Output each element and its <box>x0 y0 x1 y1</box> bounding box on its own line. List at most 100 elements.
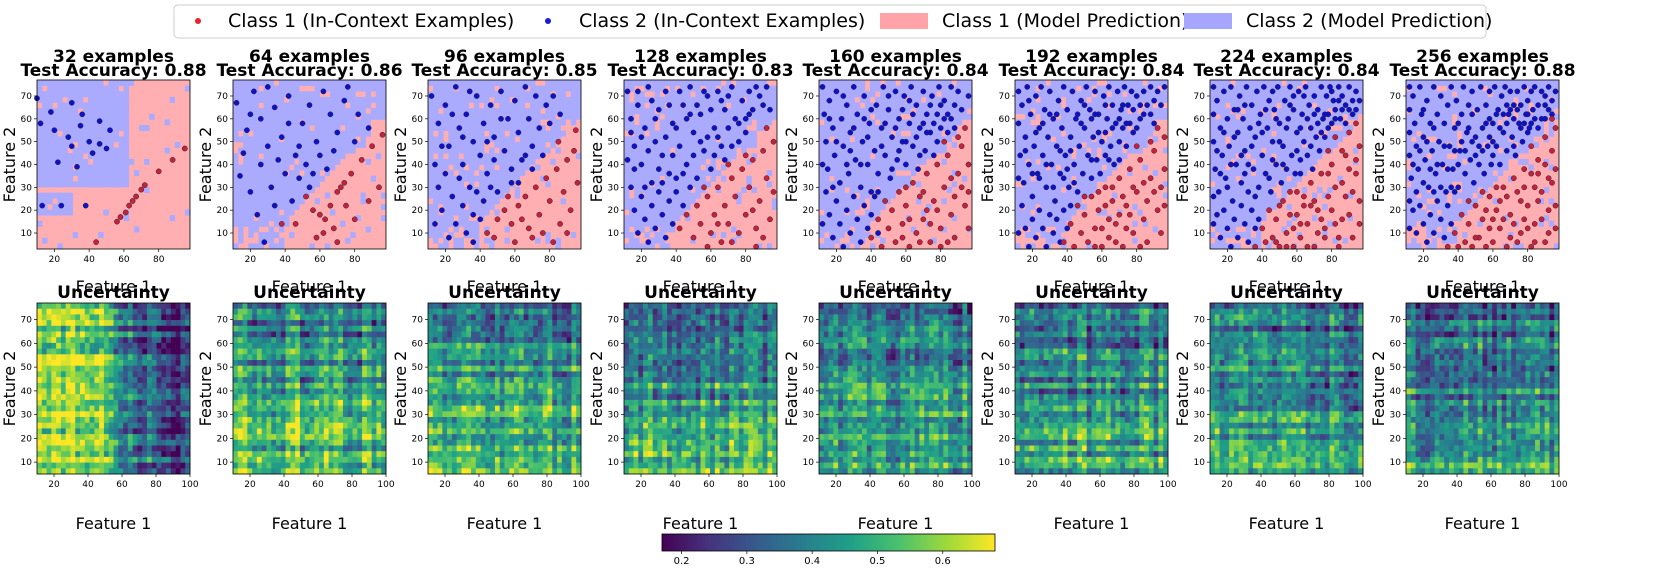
class2-region-cell <box>1225 153 1231 160</box>
class2-region-cell <box>238 203 244 210</box>
class2-region-cell <box>299 108 305 115</box>
class2-region-cell <box>57 181 63 188</box>
class1-point <box>114 218 120 225</box>
class2-region-cell <box>433 237 439 244</box>
class2-point <box>648 97 655 104</box>
class2-region-cell <box>47 192 53 199</box>
class2-region-cell <box>1210 170 1216 177</box>
class2-region-cell <box>639 226 645 233</box>
class2-region-cell <box>360 96 366 103</box>
class2-region-cell <box>489 192 495 199</box>
class2-point <box>1154 88 1161 95</box>
class2-point <box>351 138 358 145</box>
class2-region-cell <box>629 153 635 160</box>
class1-point <box>923 207 930 214</box>
class2-region-cell <box>880 164 886 171</box>
class2-region-cell <box>473 85 480 92</box>
class2-region-cell <box>263 170 269 177</box>
class2-point <box>652 115 659 122</box>
class2-point <box>1079 170 1086 177</box>
class2-region-cell <box>1020 198 1026 205</box>
class2-region-cell <box>103 113 109 120</box>
class1-point <box>1095 189 1102 195</box>
class2-region-cell <box>88 170 94 177</box>
class2-region-cell <box>1137 130 1143 137</box>
class2-region-cell <box>761 108 768 115</box>
class2-region-cell <box>329 85 336 92</box>
class2-region-cell <box>1352 80 1359 86</box>
class2-region-cell <box>37 170 43 177</box>
class2-region-cell <box>1132 113 1138 120</box>
class2-point <box>1255 184 1262 191</box>
class1-point <box>536 211 543 218</box>
class2-region-cell <box>761 80 768 86</box>
class2-region-cell <box>761 96 768 103</box>
class1-point <box>138 186 145 193</box>
class2-region-cell <box>819 192 825 199</box>
class2-region-cell <box>1127 136 1133 143</box>
class2-region-cell <box>545 91 551 98</box>
class2-region-cell <box>335 158 341 165</box>
class2-point <box>1342 102 1349 108</box>
class2-region-cell <box>1230 226 1236 233</box>
class2-region-cell <box>1091 108 1097 115</box>
class2-region-cell <box>849 108 855 115</box>
class2-region-cell <box>380 80 387 86</box>
class2-region-cell <box>1352 147 1359 154</box>
class2-region-cell <box>1411 243 1417 250</box>
class2-region-cell <box>1162 91 1169 98</box>
class2-region-cell <box>428 147 434 154</box>
class1-point <box>557 221 563 227</box>
class2-point <box>930 120 937 127</box>
class2-point <box>1041 106 1048 113</box>
class2-region-cell <box>756 243 762 250</box>
class2-region-cell <box>555 147 561 154</box>
class1-point <box>868 234 875 241</box>
class2-region-cell <box>859 164 866 171</box>
class1-point <box>1346 211 1352 218</box>
class2-region-cell <box>680 113 686 120</box>
class2-region-cell <box>289 141 295 148</box>
class2-point <box>1269 157 1276 163</box>
x-axis-label: Feature 1 <box>858 277 934 296</box>
class2-point <box>922 147 928 154</box>
y-axis-label: Feature 2 <box>978 127 997 203</box>
class2-region-cell <box>479 175 485 182</box>
class2-region-cell <box>118 108 124 115</box>
class2-region-cell <box>675 164 681 171</box>
y-tick-label: 10 <box>803 229 815 239</box>
class2-region-cell <box>314 170 320 177</box>
class1-point <box>129 198 136 204</box>
class2-point <box>1233 161 1239 168</box>
class2-region-cell <box>726 141 732 148</box>
class2-region-cell <box>905 125 912 131</box>
class2-region-cell <box>1040 130 1046 137</box>
class1-point <box>704 193 711 200</box>
class2-region-cell <box>1271 164 1277 171</box>
class2-region-cell <box>1066 175 1072 182</box>
class2-region-cell <box>113 96 119 103</box>
class2-region-cell <box>278 175 285 182</box>
class2-point <box>885 93 892 99</box>
class2-point <box>892 88 899 95</box>
class2-region-cell <box>284 108 290 115</box>
class2-region-cell <box>1162 113 1169 120</box>
class2-region-cell <box>731 102 737 109</box>
class2-region-cell <box>233 153 239 160</box>
class2-point <box>1302 84 1309 90</box>
class2-region-cell <box>243 108 249 115</box>
class2-region-cell <box>1220 226 1226 233</box>
class2-region-cell <box>870 80 876 86</box>
class2-region-cell <box>273 91 280 98</box>
class2-point <box>920 88 927 95</box>
class2-point <box>1088 157 1095 163</box>
class2-region-cell <box>1117 153 1123 160</box>
class1-point <box>927 239 934 245</box>
x-tick-label: 40 <box>865 255 877 265</box>
class1-point <box>1161 134 1168 140</box>
class2-region-cell <box>278 119 285 126</box>
class2-region-cell <box>895 96 901 103</box>
class2-region-cell <box>1040 141 1046 148</box>
class2-point <box>648 179 655 186</box>
class2-region-cell <box>355 108 361 115</box>
